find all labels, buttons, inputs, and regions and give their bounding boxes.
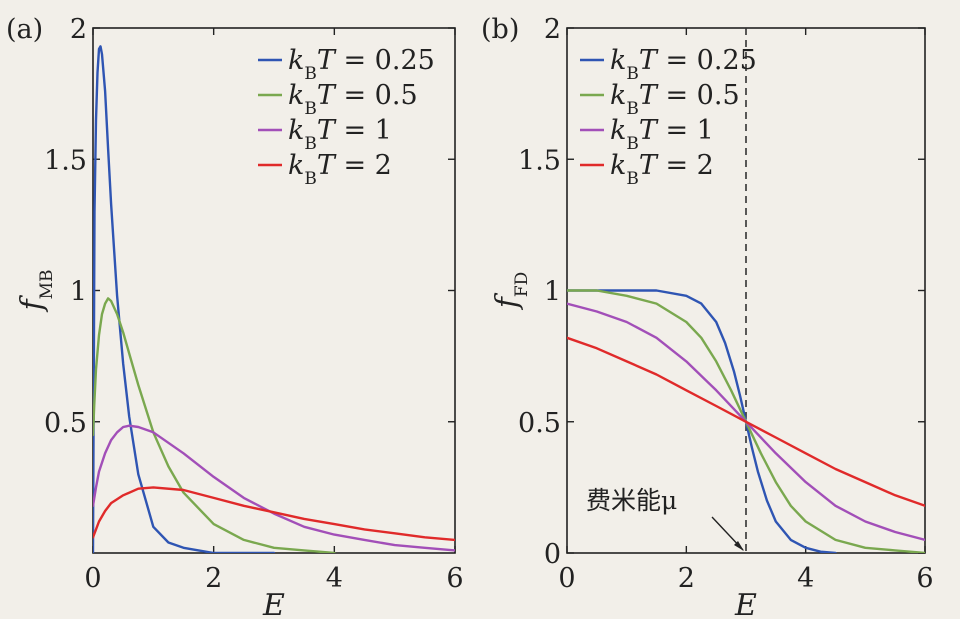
legend-label-part: B [304,134,317,154]
series-line-4 [93,486,455,542]
y-tick-label: 2 [70,14,87,45]
legend-label-part: k [288,150,304,181]
y-axis-title-sub: FD [512,272,532,297]
y-tick-label: 0.5 [44,408,87,439]
legend-label: kBT = 0.25 [288,45,435,84]
panel-label: (b) [481,14,519,45]
x-tick-label: 0 [84,563,101,594]
series-line-3 [93,424,455,552]
legend-label: kBT = 1 [288,115,392,154]
y-tick-label: 0 [544,539,561,570]
legend-label-part: k [610,150,626,181]
series-group [567,289,925,553]
panel-label: (a) [6,14,43,45]
legend-label-part: T [317,80,337,111]
y-tick-label: 1.5 [518,145,561,176]
legend-label-part: k [288,115,304,146]
legend-label-part: = 0.25 [335,45,435,76]
legend-label-part: k [610,45,626,76]
x-tick-label: 2 [678,563,695,594]
legend-label-part: T [639,150,659,181]
x-tick-label: 4 [326,563,343,594]
legend-label-part: k [288,45,304,76]
legend-label-part: k [288,80,304,111]
y-tick-label: 1 [70,277,87,308]
y-tick-label: 2 [544,14,561,45]
legend-label: kBT = 0.25 [610,45,757,84]
y-tick-label: 1.5 [44,145,87,176]
legend-label-part: B [626,64,639,84]
legend-label-part: B [304,99,317,119]
x-tick-label: 6 [446,563,463,594]
legend-label-part: k [610,80,626,111]
legend-label-part: = 0.5 [335,80,418,111]
series-line-1 [93,45,276,553]
legend-label: kBT = 2 [288,150,392,189]
x-tick-label: 0 [558,563,575,594]
legend-label-part: = 0.25 [657,45,757,76]
legend-label-part: T [317,115,337,146]
legend-label-part: T [317,45,337,76]
y-axis-title-sub: MB [37,269,57,299]
legend-label-part: B [626,99,639,119]
legend-label-part: = 0.5 [657,80,740,111]
legend-label-part: = 2 [335,150,392,181]
x-tick-label: 6 [916,563,933,594]
legend-label-part: B [304,64,317,84]
legend-label-part: B [626,134,639,154]
legend-label-part: B [626,169,639,189]
y-tick-label: 0.5 [518,408,561,439]
x-tick-label: 4 [797,563,814,594]
x-axis-title: E [734,588,757,619]
x-tick-label: 2 [205,563,222,594]
series-group [93,45,455,553]
legend-label: kBT = 0.5 [610,80,740,119]
legend-label-part: = 1 [335,115,392,146]
legend-label-part: T [317,150,337,181]
x-axis-title: E [262,588,285,619]
legend-label-part: T [639,45,659,76]
legend-label-part: = 2 [657,150,714,181]
series-line-4 [567,336,925,507]
legend-label-part: T [639,115,659,146]
legend-label: kBT = 2 [610,150,714,189]
series-line-1 [567,289,837,553]
fermi-annotation-arrowhead [734,541,744,551]
series-line-2 [93,297,336,553]
legend-label: kBT = 1 [610,115,714,154]
fermi-annotation-text: 费米能μ [586,486,677,515]
y-axis-title: fFD [490,272,532,311]
legend-label-part: = 1 [657,115,714,146]
legend-label-part: T [639,80,659,111]
legend-label-part: B [304,169,317,189]
legend-label: kBT = 0.5 [288,80,418,119]
y-axis-title: fMB [15,269,57,312]
y-tick-label: 1 [544,277,561,308]
legend-label-part: k [610,115,626,146]
